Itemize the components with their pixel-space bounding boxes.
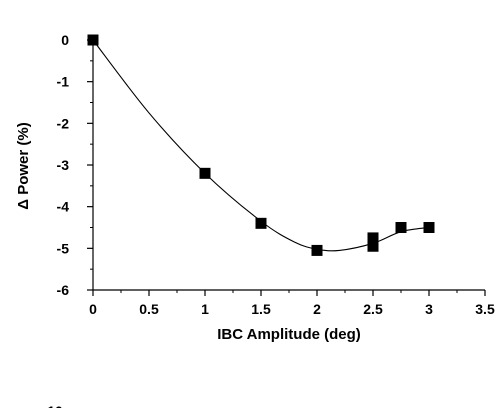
y-tick-label: -2 <box>57 115 70 131</box>
x-axis-label: IBC Amplitude (deg) <box>217 326 361 343</box>
data-point-marker <box>367 232 379 244</box>
x-tick-label: 0 <box>89 301 97 317</box>
x-tick-label: 1 <box>201 301 209 317</box>
data-point-marker <box>255 217 267 229</box>
y-tick-label: -6 <box>57 282 70 298</box>
x-axis-ticks: 0 0.5 1 1.5 2 2.5 3 3.5 <box>89 290 495 317</box>
data-point-marker <box>87 34 99 46</box>
x-tick-label: 3 <box>425 301 433 317</box>
data-point-marker <box>311 244 323 256</box>
x-tick-label: 0.5 <box>139 301 159 317</box>
x-tick-label: 3.5 <box>475 301 495 317</box>
partial-next-chart-label: 10 <box>47 403 63 408</box>
x-tick-label: 1.5 <box>251 301 271 317</box>
y-tick-label: -4 <box>57 199 70 215</box>
x-tick-label: 2.5 <box>363 301 383 317</box>
x-tick-label: 2 <box>313 301 321 317</box>
data-point-marker <box>199 167 211 179</box>
y-axis-label: Δ Power (%) <box>15 122 32 209</box>
y-tick-label: -1 <box>57 74 70 90</box>
axes <box>92 40 485 291</box>
data-points <box>87 34 435 256</box>
data-point-marker <box>423 222 435 233</box>
y-axis-ticks: 0 -1 -2 -3 -4 -5 -6 <box>57 32 93 298</box>
data-point-marker <box>395 222 407 233</box>
y-tick-label: 0 <box>61 32 69 48</box>
y-tick-label: -3 <box>57 157 70 173</box>
fit-curve-line <box>92 39 430 252</box>
y-tick-label: -5 <box>57 240 70 256</box>
data-point-marker <box>367 240 379 252</box>
